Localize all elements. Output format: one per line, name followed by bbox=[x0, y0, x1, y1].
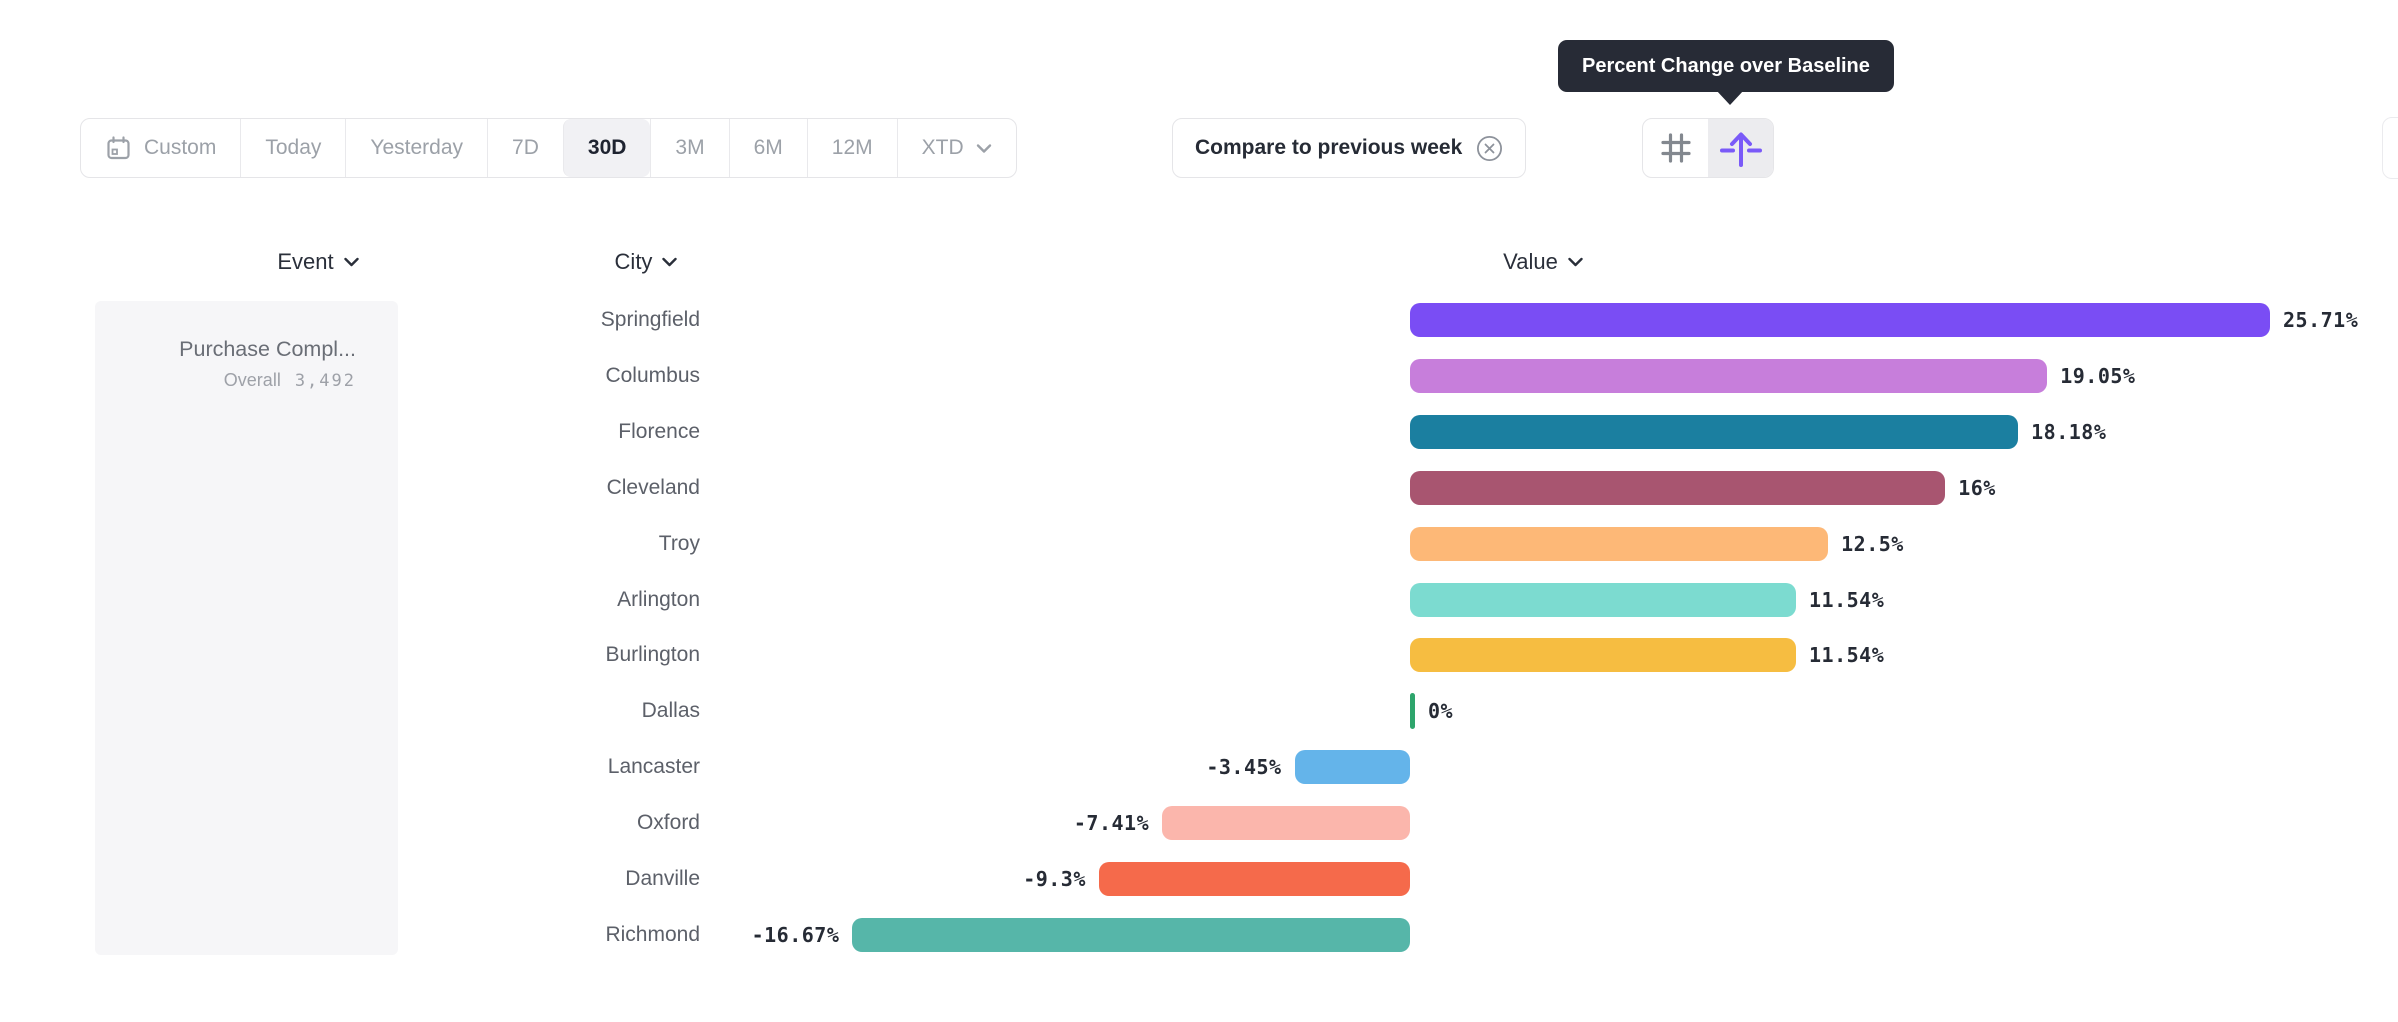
bar-burlington[interactable] bbox=[1410, 638, 1796, 673]
value-label: 12.5% bbox=[1841, 531, 1904, 556]
city-label: Burlington bbox=[605, 643, 700, 667]
tooltip: Percent Change over Baseline bbox=[1558, 40, 1894, 92]
date-range-30d[interactable]: 30D bbox=[562, 119, 651, 177]
value-label: 16% bbox=[1958, 475, 1996, 500]
date-range-yesterday[interactable]: Yesterday bbox=[345, 119, 487, 177]
event-overall-row: Overall 3,492 bbox=[115, 370, 356, 391]
value-label: -7.41% bbox=[1073, 811, 1150, 836]
date-range-6m[interactable]: 6M bbox=[728, 119, 807, 177]
arrow-up-baseline-icon bbox=[1718, 125, 1764, 171]
city-label: Dallas bbox=[641, 699, 700, 723]
column-header-city-label: City bbox=[614, 249, 653, 274]
column-header-event[interactable]: Event bbox=[233, 246, 403, 278]
date-range-label: XTD bbox=[921, 136, 964, 159]
bar-columbus[interactable] bbox=[1410, 358, 2048, 393]
date-range-3m[interactable]: 3M bbox=[650, 119, 728, 177]
chevron-down-icon bbox=[1568, 257, 1583, 267]
circle-x-icon[interactable] bbox=[1476, 135, 1503, 162]
toolbar: Custom Today Yesterday 7D 30D 3M 6M 12M XTD Comp… bbox=[0, 117, 2398, 179]
column-header-city[interactable]: City bbox=[561, 246, 731, 278]
value-label: 25.71% bbox=[2282, 308, 2359, 332]
city-label: Troy bbox=[658, 531, 700, 555]
bar-dallas[interactable] bbox=[1410, 693, 1415, 730]
value-label: 0% bbox=[1428, 699, 1454, 724]
date-range-xtd[interactable]: XTD bbox=[896, 119, 1016, 177]
chevron-down-icon bbox=[343, 257, 359, 267]
value-label: 18.18% bbox=[2031, 419, 2107, 444]
bar-lancaster[interactable] bbox=[1294, 750, 1410, 785]
clipped-button[interactable] bbox=[2382, 117, 2398, 179]
event-name: Purchase Compl... bbox=[179, 337, 356, 361]
event-overall-label: Overall bbox=[223, 370, 281, 390]
value-label: 19.05% bbox=[2060, 363, 2136, 388]
tooltip-arrow bbox=[1716, 90, 1744, 105]
compare-button-label: Compare to previous week bbox=[1195, 136, 1463, 159]
event-panel[interactable]: Purchase Compl... Overall 3,492 bbox=[95, 301, 398, 955]
tooltip-text: Percent Change over Baseline bbox=[1582, 54, 1870, 77]
date-range-12m[interactable]: 12M bbox=[806, 119, 897, 177]
value-label: -3.45% bbox=[1206, 755, 1282, 780]
city-label: Arlington bbox=[617, 587, 700, 611]
column-header-value[interactable]: Value bbox=[1458, 246, 1628, 278]
city-label: Richmond bbox=[605, 922, 700, 946]
city-label: Florence bbox=[618, 419, 700, 443]
bar-troy[interactable] bbox=[1410, 526, 1829, 561]
city-label: Lancaster bbox=[607, 755, 700, 779]
date-range-label: Today bbox=[265, 136, 322, 159]
city-label: Springfield bbox=[600, 308, 700, 331]
city-label: Columbus bbox=[605, 363, 700, 387]
uplift-view-button[interactable] bbox=[1708, 119, 1773, 177]
date-range-label: Yesterday bbox=[370, 136, 464, 159]
date-range-label: 12M bbox=[831, 136, 873, 159]
date-range-label: 3M bbox=[675, 136, 705, 159]
view-toggle bbox=[1642, 118, 1774, 178]
chevron-down-icon bbox=[976, 143, 992, 154]
bar-danville[interactable] bbox=[1098, 862, 1410, 896]
column-header-value-label: Value bbox=[1503, 249, 1558, 274]
value-label: -16.67% bbox=[751, 922, 840, 947]
grid-view-button[interactable] bbox=[1643, 119, 1708, 177]
date-range-7d[interactable]: 7D bbox=[487, 119, 563, 177]
column-header-event-label: Event bbox=[277, 249, 334, 274]
calendar-icon bbox=[105, 135, 132, 162]
chevron-down-icon bbox=[662, 257, 678, 267]
date-range-group: Custom Today Yesterday 7D 30D 3M 6M 12M XTD bbox=[80, 118, 1017, 178]
date-range-today[interactable]: Today bbox=[240, 119, 345, 177]
city-label: Oxford bbox=[636, 811, 700, 835]
value-label: 11.54% bbox=[1809, 587, 1885, 612]
bar-richmond[interactable] bbox=[852, 917, 1410, 952]
date-range-label: 6M bbox=[753, 136, 783, 159]
bar-springfield[interactable] bbox=[1410, 303, 2270, 337]
bar-florence[interactable] bbox=[1410, 414, 2019, 449]
hash-icon bbox=[1657, 129, 1695, 167]
date-range-label: 30D bbox=[587, 136, 627, 159]
compare-button[interactable]: Compare to previous week bbox=[1172, 118, 1527, 178]
date-range-label: 7D bbox=[512, 136, 539, 159]
city-label: Cleveland bbox=[606, 475, 700, 499]
city-label: Danville bbox=[625, 867, 700, 890]
bar-cleveland[interactable] bbox=[1410, 470, 1946, 505]
value-label: -9.3% bbox=[1023, 867, 1086, 891]
date-range-custom[interactable]: Custom bbox=[81, 119, 240, 177]
value-label: 11.54% bbox=[1809, 643, 1885, 668]
bar-oxford[interactable] bbox=[1162, 806, 1410, 841]
bar-arlington[interactable] bbox=[1410, 582, 1796, 617]
date-range-label: Custom bbox=[144, 136, 217, 159]
event-overall-value: 3,492 bbox=[294, 371, 356, 391]
